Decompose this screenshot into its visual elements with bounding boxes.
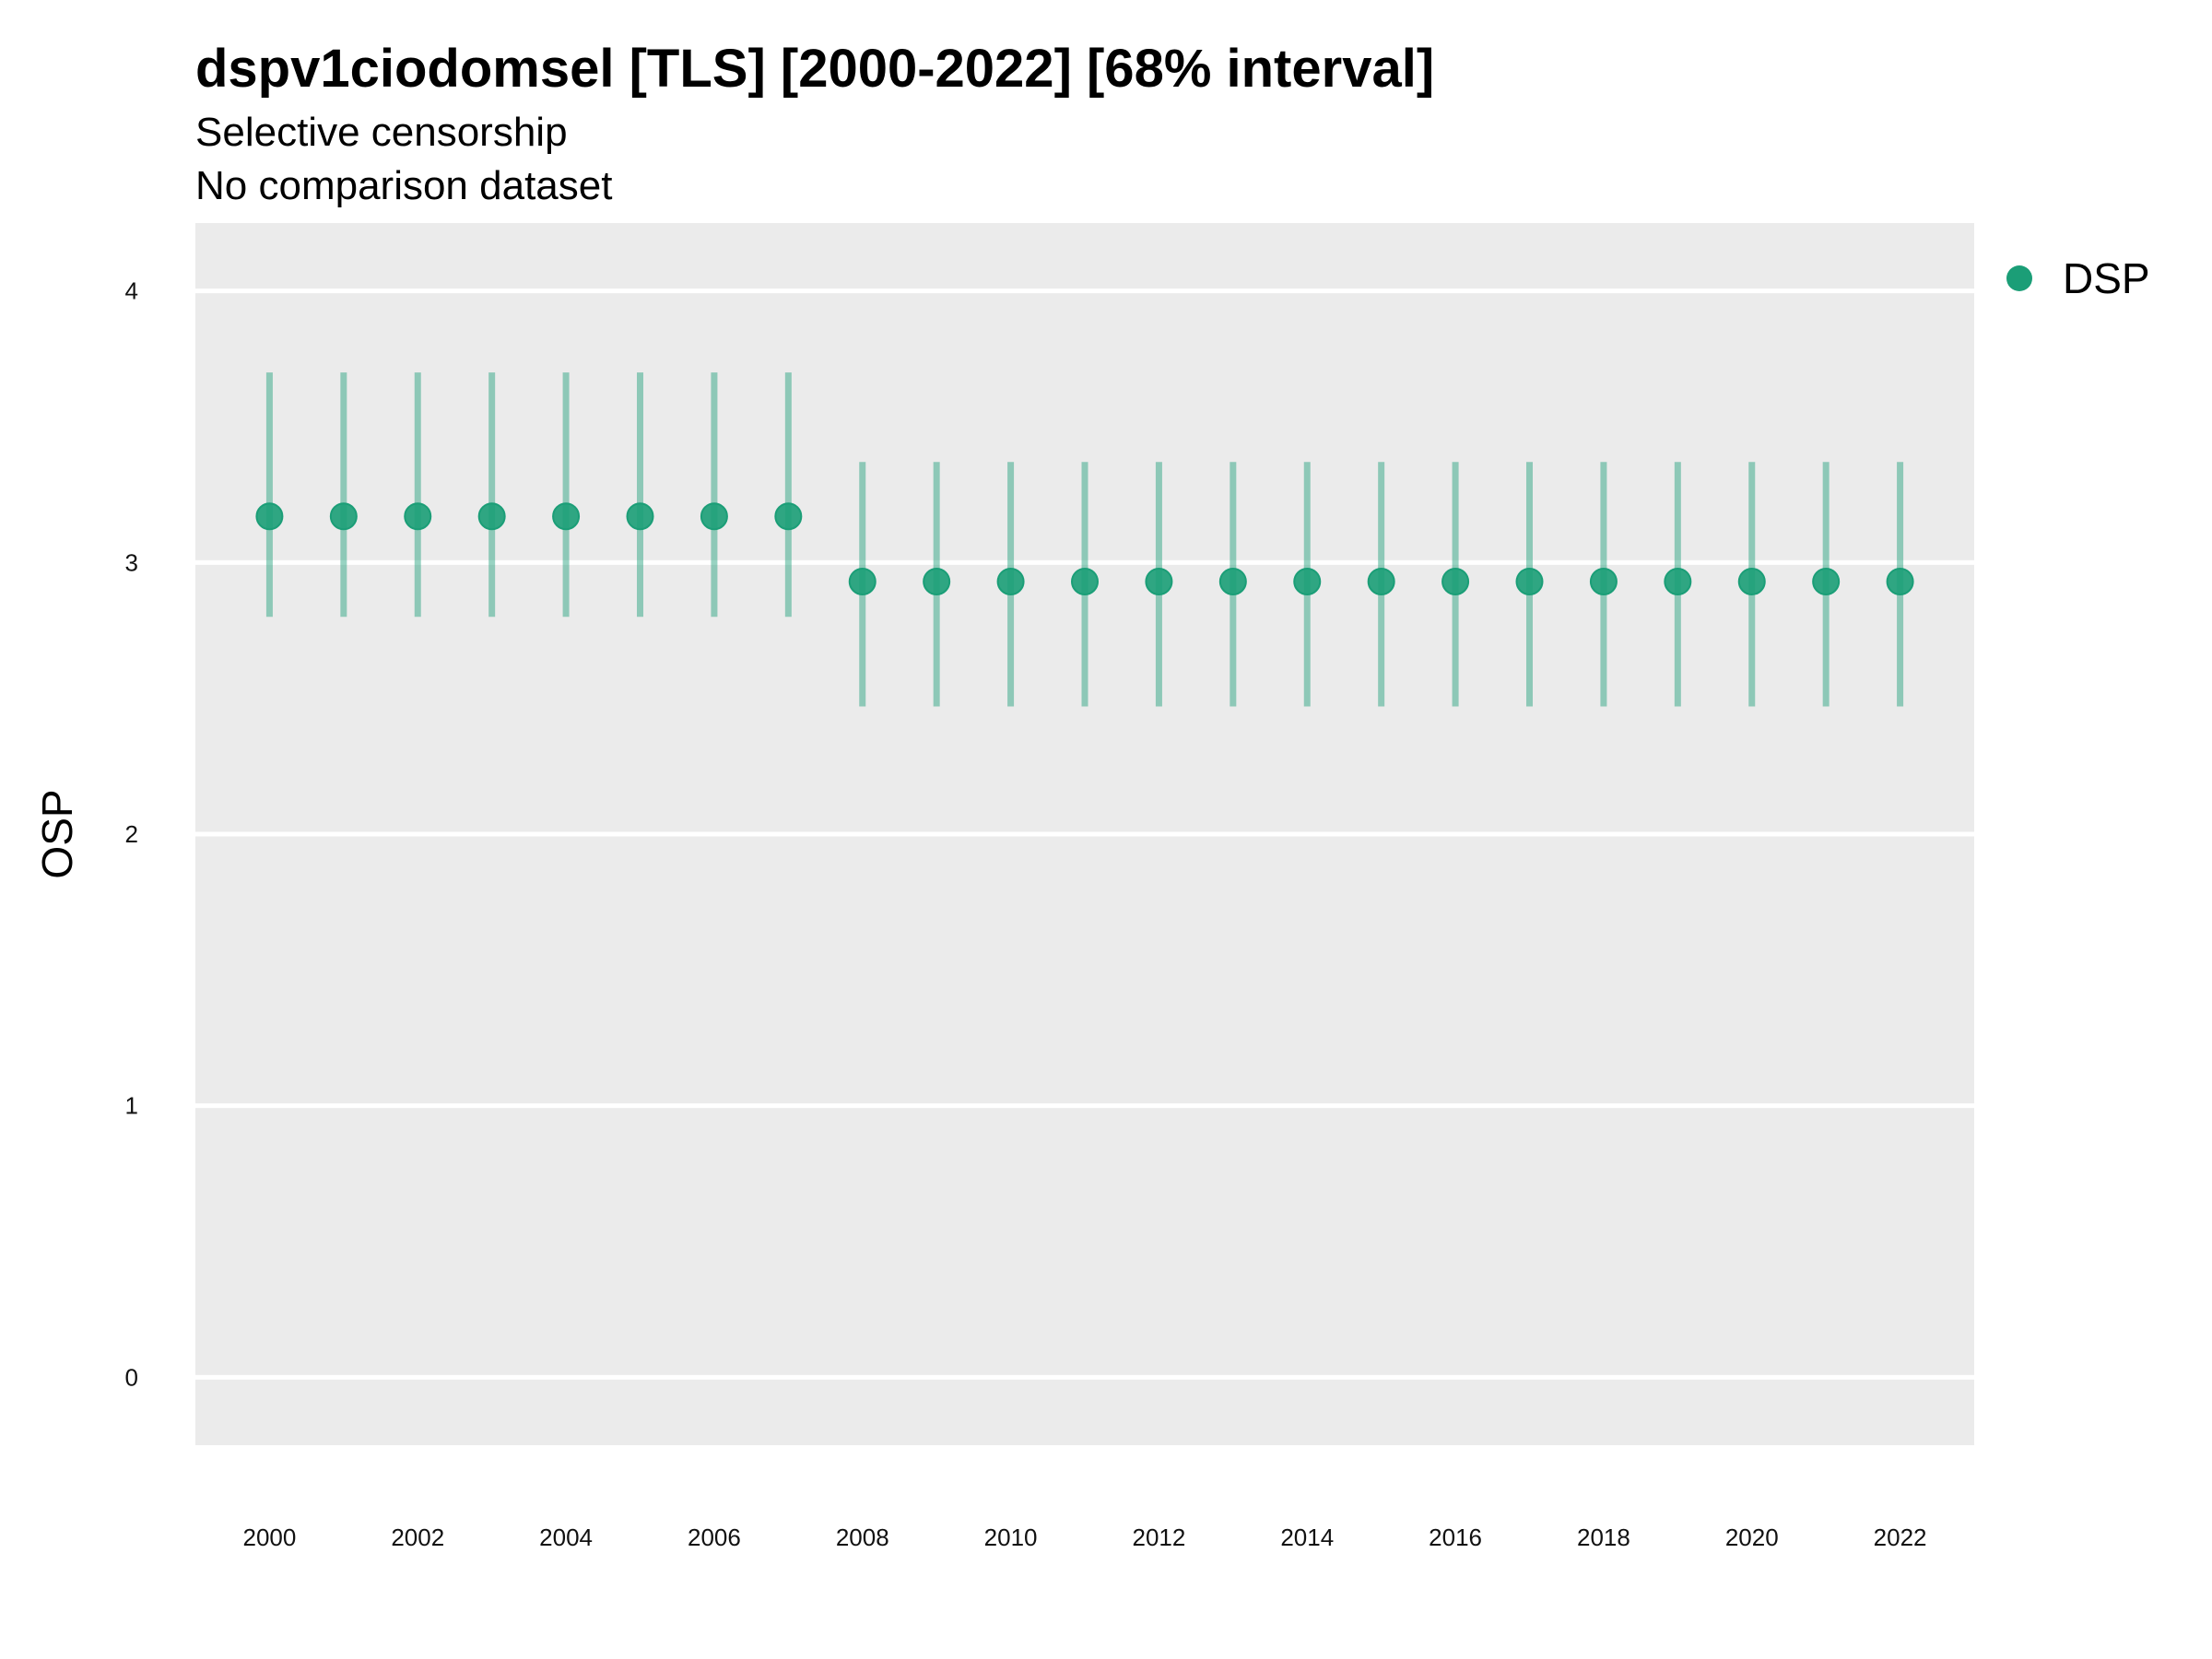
data-point-2004 <box>552 502 581 531</box>
x-tick-label-2020: 2020 <box>1725 1524 1779 1551</box>
data-point-2019 <box>1664 567 1692 595</box>
x-tick-label-2008: 2008 <box>836 1524 889 1551</box>
x-tick-label-2002: 2002 <box>391 1524 444 1551</box>
data-point-2016 <box>1441 567 1470 595</box>
data-point-2003 <box>477 502 506 531</box>
y-tick-label-3: 3 <box>125 548 138 576</box>
data-point-2000 <box>255 502 284 531</box>
data-point-2022 <box>1886 567 1914 595</box>
data-point-2013 <box>1218 567 1247 595</box>
data-point-2006 <box>700 502 728 531</box>
data-point-2014 <box>1293 567 1322 595</box>
data-point-2021 <box>1812 567 1841 595</box>
data-point-2005 <box>626 502 654 531</box>
legend-label-dsp: DSP <box>2063 254 2150 302</box>
y-tick-label-0: 0 <box>125 1363 138 1391</box>
data-points <box>255 502 1914 595</box>
legend-swatch-dsp <box>2006 265 2032 291</box>
y-tick-label-4: 4 <box>125 277 138 305</box>
data-point-2011 <box>1071 567 1099 595</box>
data-point-2010 <box>996 567 1025 595</box>
data-point-2012 <box>1145 567 1173 595</box>
chart-subtitle-line-2: No comparison dataset <box>195 163 612 208</box>
x-tick-label-2014: 2014 <box>1280 1524 1334 1551</box>
x-tick-label-2004: 2004 <box>539 1524 593 1551</box>
x-tick-label-2016: 2016 <box>1429 1524 1482 1551</box>
chart-subtitle-line-1: Selective censorship <box>195 110 568 155</box>
data-point-2002 <box>404 502 432 531</box>
chart-title: dspv1ciodomsel [TLS] [2000-2022] [68% in… <box>195 39 1434 99</box>
data-point-2015 <box>1367 567 1395 595</box>
x-tick-label-2012: 2012 <box>1132 1524 1185 1551</box>
data-point-2017 <box>1515 567 1544 595</box>
data-point-2009 <box>923 567 951 595</box>
x-tick-label-2006: 2006 <box>688 1524 741 1551</box>
data-point-2018 <box>1589 567 1618 595</box>
grid-lines <box>195 288 1974 1380</box>
y-axis-ticks: 0 1 2 3 4 <box>125 277 138 1392</box>
data-point-2020 <box>1737 567 1766 595</box>
legend: DSP <box>2006 254 2150 302</box>
data-point-2007 <box>774 502 803 531</box>
y-tick-label-1: 1 <box>125 1092 138 1120</box>
x-tick-label-2022: 2022 <box>1874 1524 1927 1551</box>
data-point-2008 <box>848 567 877 595</box>
x-tick-label-2000: 2000 <box>242 1524 296 1551</box>
data-point-2001 <box>329 502 358 531</box>
y-tick-label-2: 2 <box>125 820 138 848</box>
x-tick-label-2010: 2010 <box>984 1524 1038 1551</box>
x-axis-ticks: 2000 2002 2004 2006 2008 2010 2012 2014 2016 2018… <box>242 1524 1926 1551</box>
x-tick-label-2018: 2018 <box>1577 1524 1630 1551</box>
y-axis-title: OSP <box>33 789 81 878</box>
